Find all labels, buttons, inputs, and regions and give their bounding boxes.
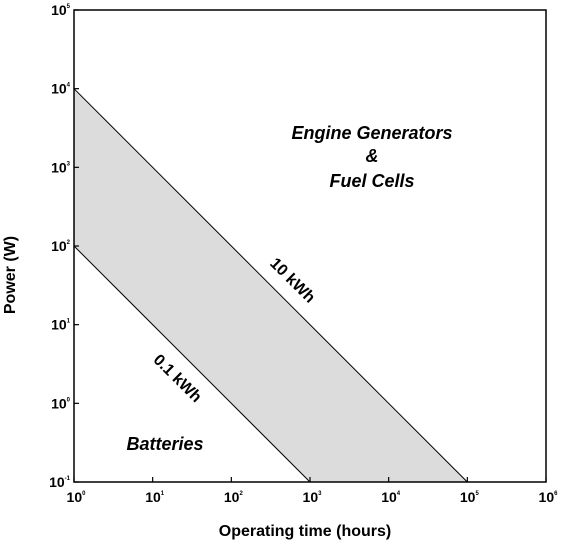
y-tick-label-4: 103 — [51, 159, 71, 175]
annotation-ampersand: & — [366, 146, 379, 166]
y-axis-label: Power (W) — [2, 236, 19, 314]
x-tick-label-4: 104 — [381, 489, 401, 505]
series-line-0-1-kwh — [73, 245, 311, 483]
x-tick-label-1: 101 — [145, 489, 165, 505]
x-axis-label: Operating time (hours) — [219, 523, 391, 540]
y-tick-label-1: 100 — [51, 395, 71, 411]
series-line-10-kwh — [73, 88, 468, 483]
y-tick-label-0: 10-1 — [49, 474, 71, 490]
y-tick-label-3: 102 — [51, 238, 71, 254]
x-tick-label-2: 102 — [224, 489, 244, 505]
y-tick-label-6: 105 — [51, 2, 71, 18]
x-tick-label-6: 106 — [539, 489, 559, 505]
x-tick-label-3: 103 — [303, 489, 323, 505]
x-tick-label-0: 100 — [67, 489, 87, 505]
y-tick-label-5: 104 — [51, 81, 71, 97]
x-axis-ticks: 100 101 102 103 104 105 106 — [67, 477, 559, 505]
annotation-batteries: Batteries — [126, 434, 203, 454]
annotation-engine-generators: Engine Generators — [291, 123, 452, 143]
y-axis-ticks: 10-1 100 101 102 103 104 105 — [49, 2, 79, 490]
x-tick-label-5: 105 — [460, 489, 480, 505]
annotation-fuel-cells: Fuel Cells — [329, 171, 414, 191]
y-tick-label-2: 101 — [51, 317, 71, 333]
